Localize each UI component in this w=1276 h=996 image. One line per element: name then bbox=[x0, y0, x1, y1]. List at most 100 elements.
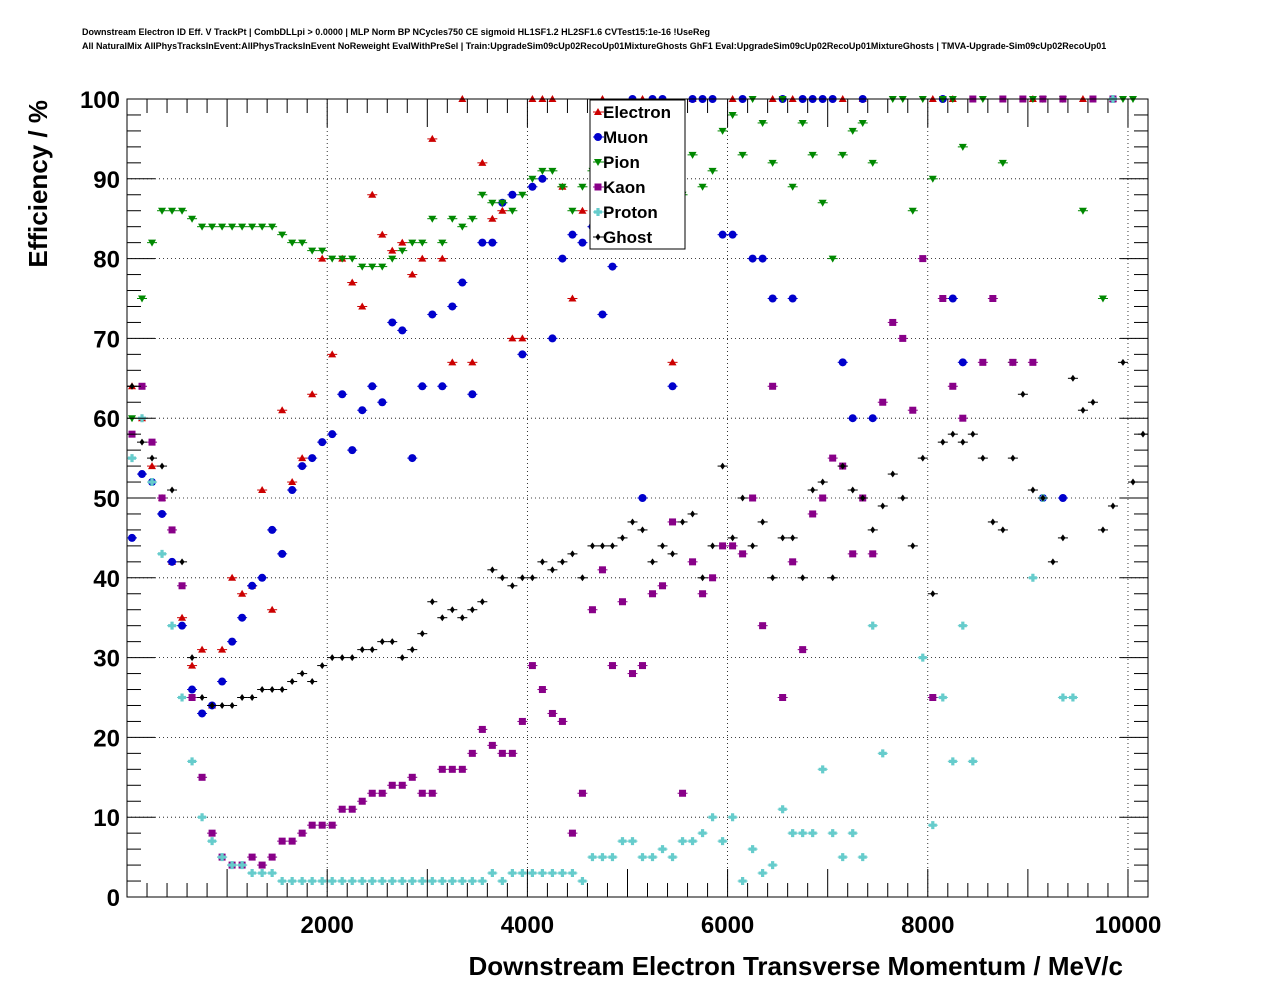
legend-muon-label: Muon bbox=[603, 128, 648, 147]
muon-point bbox=[748, 254, 757, 263]
ghost-point bbox=[690, 510, 696, 518]
pion-point bbox=[928, 175, 937, 183]
proton-point bbox=[418, 877, 427, 886]
electron-point bbox=[408, 270, 417, 278]
muon-point bbox=[478, 238, 487, 247]
electron-point bbox=[148, 462, 157, 470]
pion-point bbox=[698, 183, 707, 191]
pion-point bbox=[348, 255, 357, 263]
kaon-point bbox=[138, 382, 146, 390]
pion-point bbox=[228, 223, 237, 231]
pion-point bbox=[248, 223, 257, 231]
ghost-point bbox=[179, 558, 185, 566]
kaon-point bbox=[899, 334, 907, 342]
proton-point bbox=[718, 837, 727, 846]
proton-point bbox=[808, 829, 817, 838]
proton-point bbox=[188, 757, 197, 766]
kaon-point bbox=[689, 558, 697, 566]
kaon-point bbox=[719, 542, 727, 550]
proton-point bbox=[148, 478, 157, 487]
proton-point bbox=[438, 877, 447, 886]
electron-point bbox=[188, 661, 197, 669]
electron-point bbox=[238, 589, 247, 597]
ghost-point bbox=[840, 462, 846, 470]
electron-point bbox=[578, 206, 587, 214]
ghost-point bbox=[449, 606, 455, 614]
proton-point bbox=[788, 829, 797, 838]
muon-point bbox=[518, 350, 527, 359]
electron-point bbox=[468, 358, 477, 366]
muon-point bbox=[358, 406, 367, 415]
proton-point bbox=[198, 813, 207, 822]
kaon-point bbox=[558, 717, 566, 725]
electron-point bbox=[498, 206, 507, 214]
pion-point bbox=[578, 183, 587, 191]
muon-point bbox=[448, 302, 457, 311]
ghost-point bbox=[910, 542, 916, 550]
kaon-point bbox=[448, 765, 456, 773]
proton-point bbox=[618, 837, 627, 846]
proton-point bbox=[328, 877, 337, 886]
kaon-point bbox=[909, 406, 917, 414]
proton-point bbox=[158, 549, 167, 558]
pion-point bbox=[338, 255, 347, 263]
kaon-point bbox=[308, 821, 316, 829]
ghost-point bbox=[589, 542, 595, 550]
pion-point bbox=[158, 207, 167, 215]
ghost-point bbox=[680, 518, 686, 526]
proton-point bbox=[568, 869, 577, 878]
muon-point bbox=[538, 174, 547, 183]
proton-point bbox=[918, 653, 927, 662]
ghost-point bbox=[670, 550, 676, 558]
ghost-point bbox=[1130, 478, 1136, 486]
pion-point bbox=[538, 167, 547, 175]
proton-point bbox=[608, 853, 617, 862]
ghost-point bbox=[710, 542, 716, 550]
kaon-point bbox=[418, 789, 426, 797]
y-tick-label: 80 bbox=[93, 247, 120, 274]
ghost-point bbox=[259, 686, 265, 694]
pion-point bbox=[828, 255, 837, 263]
kaon-point bbox=[578, 789, 586, 797]
proton-point bbox=[398, 877, 407, 886]
pion-point bbox=[438, 239, 447, 247]
proton-point bbox=[778, 805, 787, 814]
pion-point bbox=[168, 207, 177, 215]
kaon-point bbox=[548, 709, 556, 717]
electron-point bbox=[388, 246, 397, 254]
proton-point bbox=[728, 813, 737, 822]
ghost-point bbox=[900, 494, 906, 502]
kaon-point bbox=[268, 853, 276, 861]
ghost-point bbox=[189, 654, 195, 662]
muon-point bbox=[338, 390, 347, 399]
pion-point bbox=[518, 191, 527, 199]
kaon-point bbox=[608, 662, 616, 670]
ghost-point bbox=[309, 678, 315, 686]
pion-point bbox=[268, 223, 277, 231]
pion-point bbox=[818, 199, 827, 207]
ghost-point bbox=[820, 478, 826, 486]
kaon-point bbox=[799, 646, 807, 654]
ghost-point bbox=[700, 574, 706, 582]
ghost-point bbox=[339, 654, 345, 662]
ghost-point bbox=[379, 638, 385, 646]
muon-point bbox=[298, 462, 307, 471]
proton-series bbox=[127, 95, 1118, 886]
proton-point bbox=[548, 869, 557, 878]
proton-point bbox=[428, 877, 437, 886]
pion-point bbox=[508, 207, 517, 215]
kaon-point bbox=[518, 717, 526, 725]
muon-point bbox=[168, 557, 177, 566]
pion-point bbox=[498, 199, 507, 207]
electron-point bbox=[448, 358, 457, 366]
legend-pion-marker bbox=[594, 159, 602, 166]
kaon-point bbox=[368, 789, 376, 797]
muon-point bbox=[318, 438, 327, 447]
muon-point bbox=[158, 509, 167, 518]
ghost-point bbox=[269, 686, 275, 694]
pion-point bbox=[238, 223, 247, 231]
y-tick-label: 90 bbox=[93, 167, 120, 194]
pion-point bbox=[868, 159, 877, 167]
muon-point bbox=[548, 334, 557, 343]
legend-pion-label: Pion bbox=[603, 153, 640, 172]
